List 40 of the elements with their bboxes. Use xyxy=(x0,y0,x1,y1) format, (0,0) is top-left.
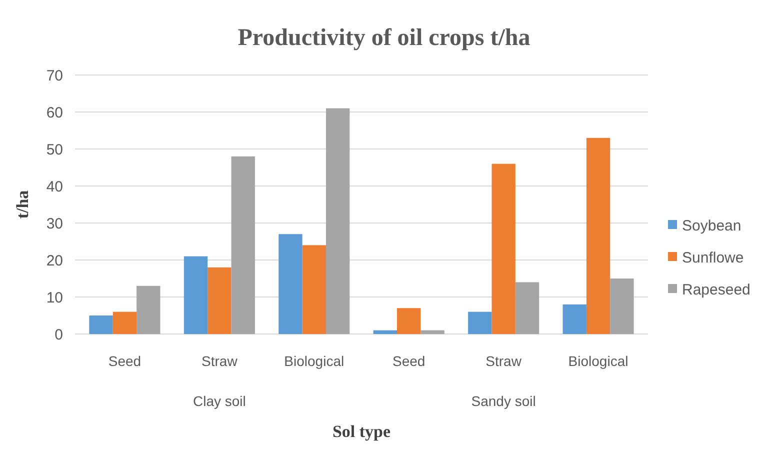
bar xyxy=(610,278,634,334)
bar xyxy=(492,164,516,334)
x-tick-label: Straw xyxy=(486,353,522,369)
y-tick-label: 50 xyxy=(46,141,63,158)
bar xyxy=(586,138,610,334)
y-tick-label: 40 xyxy=(46,178,63,196)
legend-label: Rapeseed xyxy=(682,281,750,298)
legend-label: Sunflowe xyxy=(682,249,744,266)
bar xyxy=(326,108,350,334)
bar xyxy=(562,304,586,334)
bar xyxy=(515,282,540,334)
bar xyxy=(468,312,492,334)
bar xyxy=(208,267,232,334)
bar xyxy=(278,234,302,334)
bar xyxy=(89,316,113,334)
bar xyxy=(136,286,160,334)
bar xyxy=(373,330,398,334)
bar xyxy=(184,256,208,334)
bar xyxy=(397,308,421,334)
x-tick-label: Straw xyxy=(202,353,238,369)
text: Sandy soil xyxy=(471,393,536,409)
bar xyxy=(420,330,444,334)
y-tick-label: 70 xyxy=(46,67,63,84)
x-tick-label: Seed xyxy=(108,353,142,369)
x-tick-label: Seed xyxy=(392,353,426,369)
bar xyxy=(302,245,326,334)
chart-title: Productivity of oil crops t/ha xyxy=(238,25,530,51)
y-axis-title: t/ha xyxy=(13,190,32,219)
bar xyxy=(112,312,137,334)
x-tick-label: Biological xyxy=(284,353,344,369)
x-tick-label: Biological xyxy=(568,353,628,369)
bar xyxy=(231,156,255,334)
y-tick-label: 60 xyxy=(46,104,63,122)
y-tick-label: 30 xyxy=(46,215,63,232)
y-tick-label: 20 xyxy=(46,252,63,270)
legend-label: Soybean xyxy=(682,217,742,234)
y-tick-label: 0 xyxy=(54,326,63,344)
text: Clay soil xyxy=(192,393,246,409)
x-axis-title: Sol type xyxy=(332,422,391,441)
y-tick-label: 10 xyxy=(46,289,63,306)
